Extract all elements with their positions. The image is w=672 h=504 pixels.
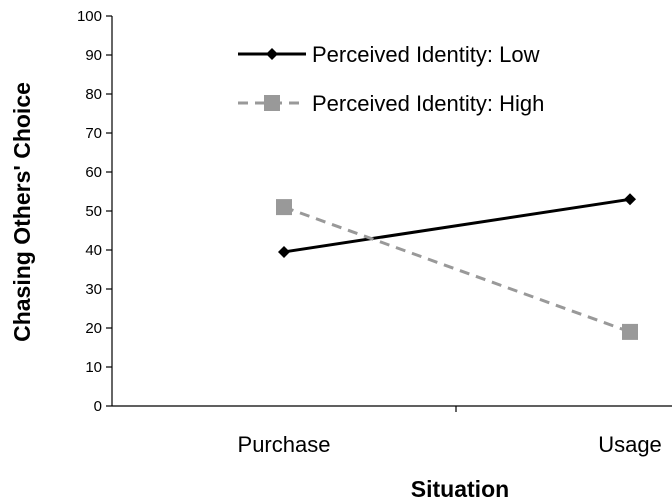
y-tick-label: 30	[85, 281, 102, 298]
y-tick-label: 40	[85, 242, 102, 259]
legend-label: Perceived Identity: Low	[312, 42, 540, 67]
data-point-square	[622, 323, 638, 340]
series-layer	[276, 193, 638, 340]
x-axis: Purchase Usage	[112, 405, 672, 457]
y-tick-label: 60	[85, 164, 102, 181]
x-axis-title: Situation	[411, 476, 509, 502]
y-tick-label: 10	[85, 359, 102, 376]
data-point-diamond	[624, 193, 636, 206]
legend: Perceived Identity: Low Perceived Identit…	[238, 42, 544, 116]
data-point-square	[276, 199, 292, 216]
legend-entry: Perceived Identity: High	[238, 91, 544, 116]
y-tick-label: 50	[85, 203, 102, 220]
data-point-diamond	[266, 48, 278, 60]
series-line	[283, 197, 631, 254]
data-point-diamond	[278, 245, 290, 258]
series-line	[283, 205, 631, 334]
y-tick-label: 20	[85, 320, 102, 337]
x-tick-label: Usage	[598, 432, 662, 457]
y-tick-label: 70	[85, 125, 102, 142]
y-axis: 0 10 20 30 40 50 60 70 80 90 100	[77, 8, 113, 415]
y-tick-label: 100	[77, 8, 102, 25]
legend-entry: Perceived Identity: Low	[238, 42, 540, 67]
y-tick-label: 80	[85, 86, 102, 103]
x-tick-label: Purchase	[238, 432, 331, 457]
y-axis-title: Chasing Others' Choice	[9, 82, 35, 342]
series-high	[276, 199, 638, 340]
y-tick-label: 0	[94, 398, 102, 415]
legend-label: Perceived Identity: High	[312, 91, 544, 116]
y-tick-label: 90	[85, 47, 102, 64]
data-point-square	[264, 95, 280, 111]
series-low	[278, 193, 636, 258]
